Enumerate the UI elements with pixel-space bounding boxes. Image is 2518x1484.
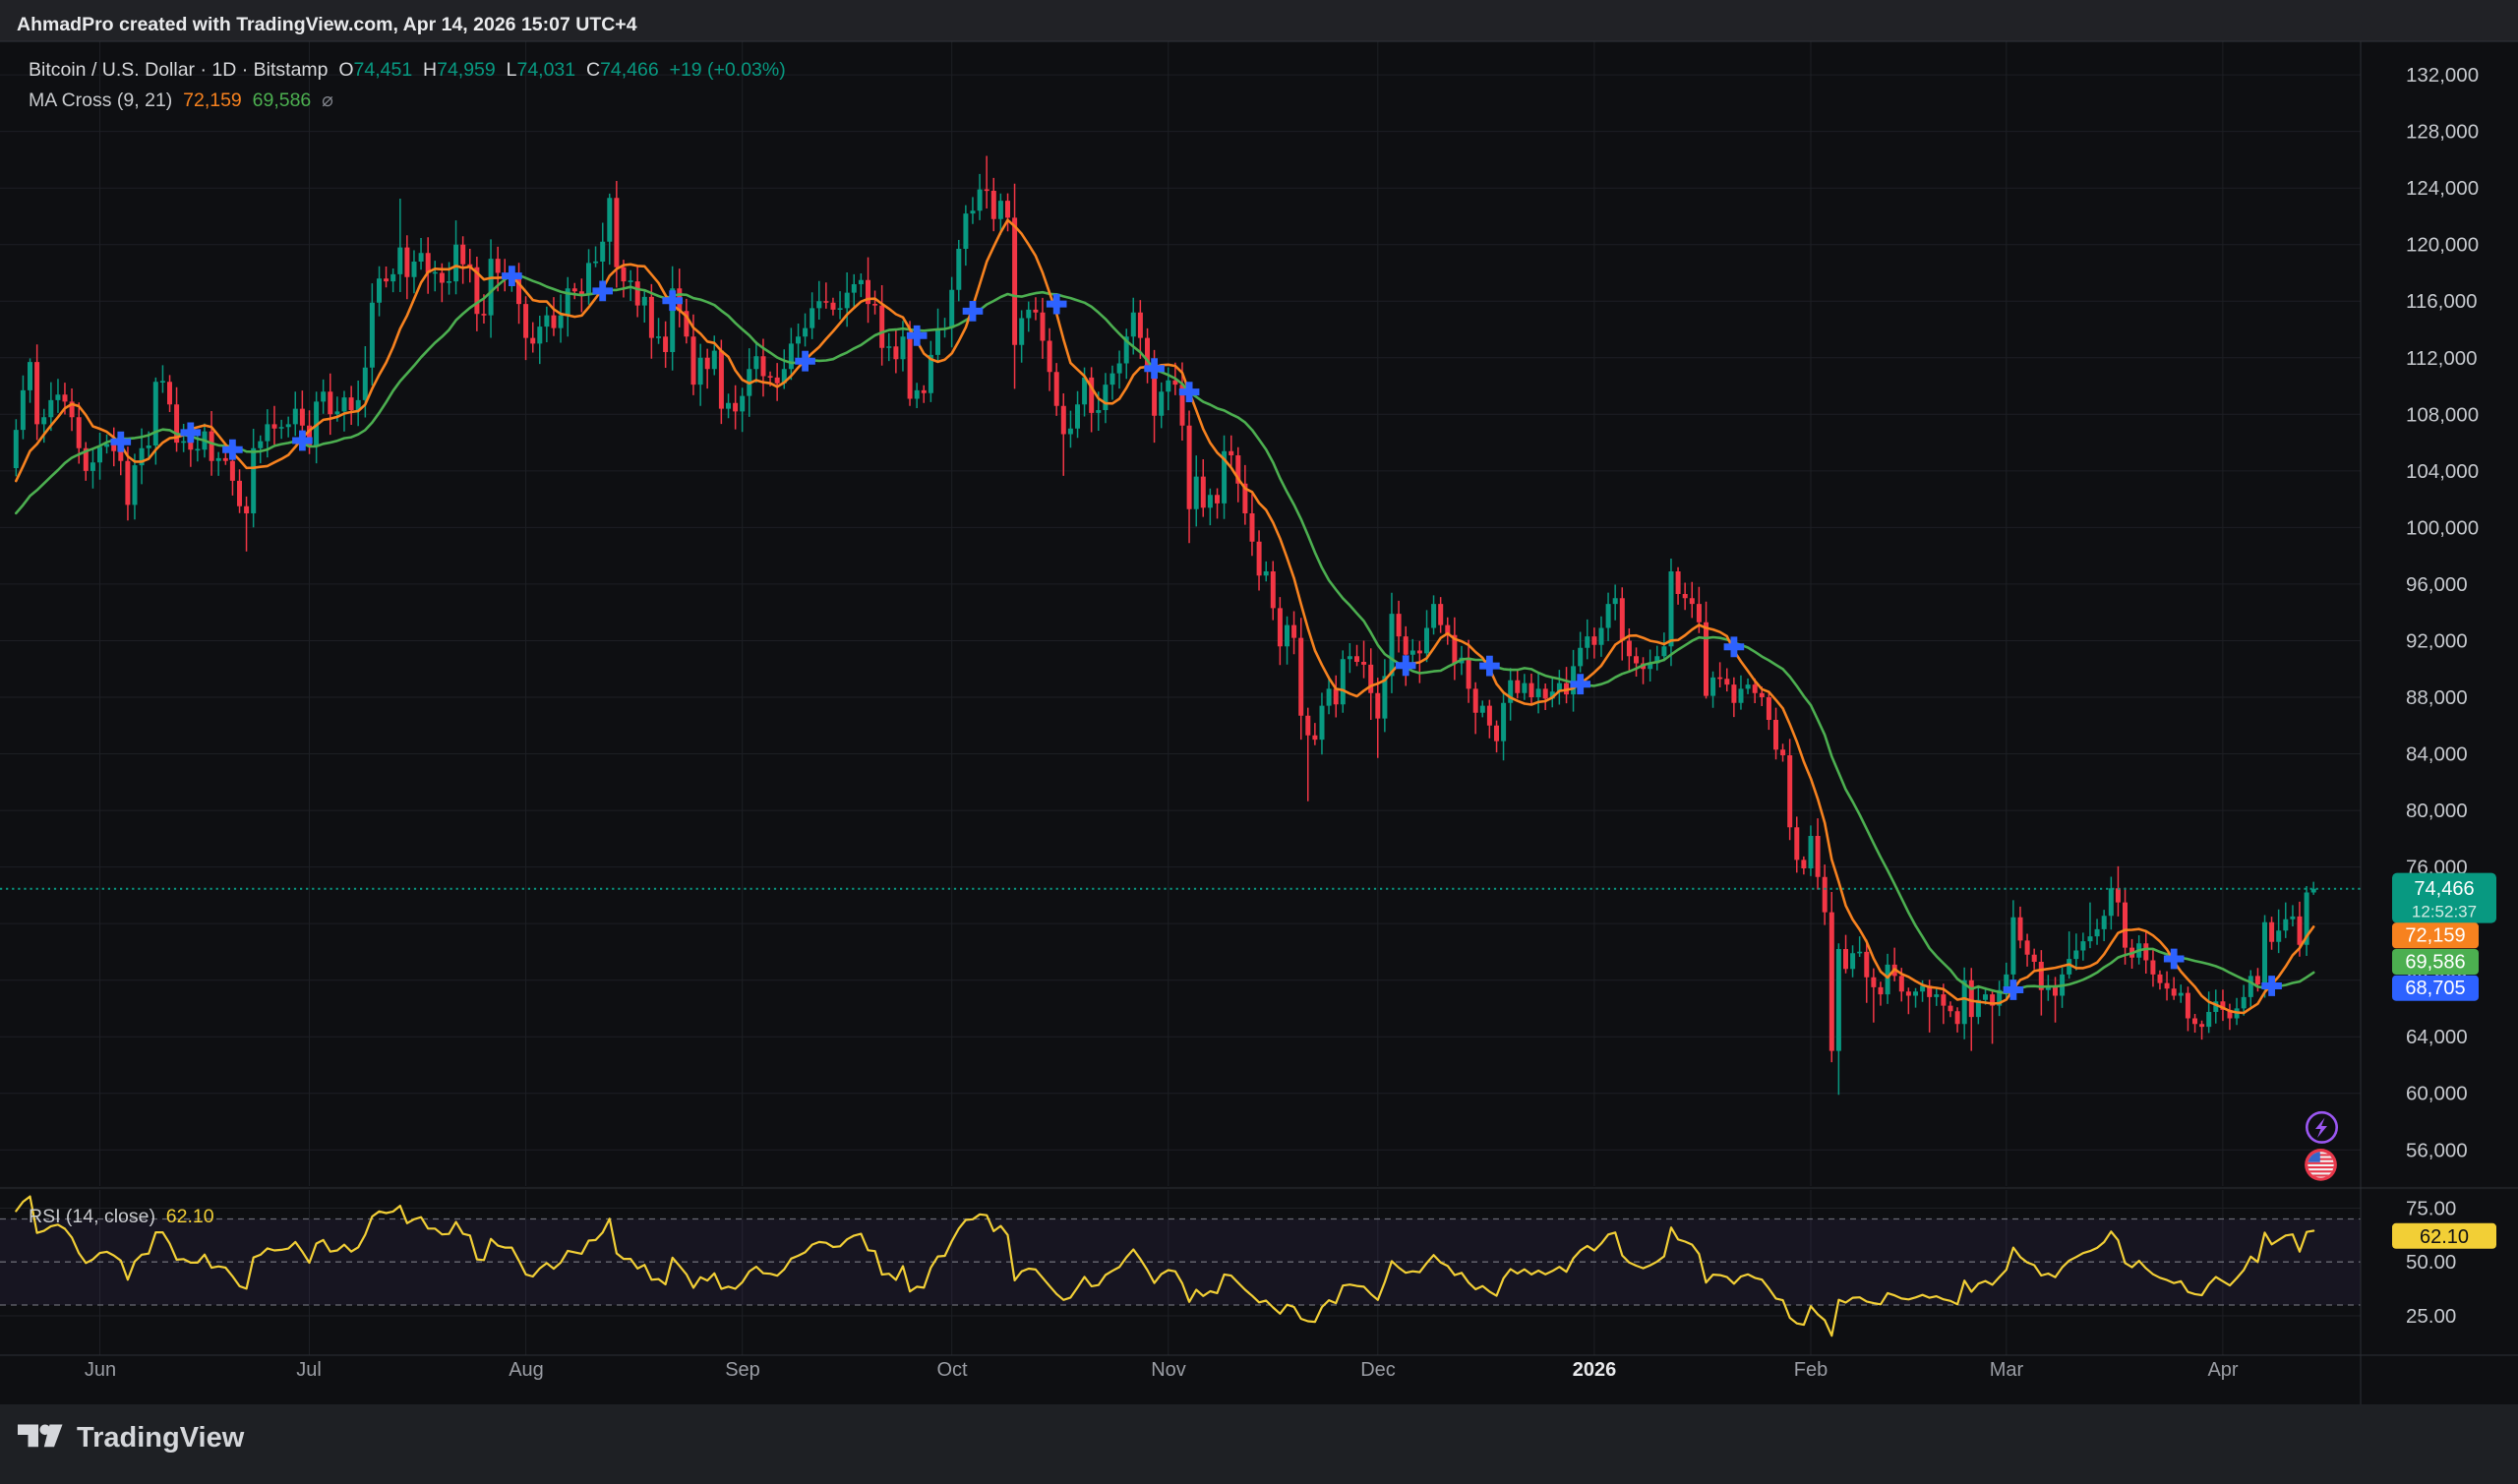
svg-text:Oct: Oct: [936, 1359, 968, 1381]
svg-text:Bitcoin / U.S. Dollar · 1D · B: Bitcoin / U.S. Dollar · 1D · Bitstamp O7…: [29, 59, 786, 81]
svg-text:64,000: 64,000: [2406, 1026, 2468, 1048]
svg-text:69,586: 69,586: [2405, 951, 2465, 973]
svg-text:100,000: 100,000: [2406, 516, 2479, 539]
svg-text:75.00: 75.00: [2406, 1198, 2456, 1220]
svg-text:Jun: Jun: [85, 1359, 116, 1381]
svg-text:RSI (14, close) 62.10: RSI (14, close) 62.10: [29, 1206, 214, 1227]
svg-text:108,000: 108,000: [2406, 403, 2479, 426]
svg-text:Mar: Mar: [1990, 1359, 2024, 1381]
svg-text:Jul: Jul: [296, 1359, 322, 1381]
svg-text:116,000: 116,000: [2406, 290, 2478, 313]
svg-text:56,000: 56,000: [2406, 1139, 2468, 1161]
svg-text:124,000: 124,000: [2406, 177, 2479, 200]
svg-text:92,000: 92,000: [2406, 630, 2468, 653]
svg-text:25.00: 25.00: [2406, 1305, 2456, 1328]
svg-text:112,000: 112,000: [2406, 347, 2478, 370]
svg-text:72,159: 72,159: [2405, 925, 2465, 947]
svg-text:Feb: Feb: [1794, 1359, 1828, 1381]
svg-text:60,000: 60,000: [2406, 1083, 2468, 1105]
svg-text:AhmadPro created with TradingV: AhmadPro created with TradingView.com, A…: [17, 14, 637, 35]
svg-text:Dec: Dec: [1360, 1359, 1396, 1381]
svg-text:104,000: 104,000: [2406, 460, 2479, 483]
svg-text:MA Cross (9, 21) 72,159 69,5: MA Cross (9, 21) 72,159 69,586 ⌀: [29, 89, 333, 111]
svg-text:Nov: Nov: [1151, 1359, 1186, 1381]
svg-text:84,000: 84,000: [2406, 743, 2468, 766]
svg-text:TradingView: TradingView: [77, 1422, 245, 1454]
svg-text:132,000: 132,000: [2406, 64, 2479, 87]
svg-text:2026: 2026: [1573, 1359, 1617, 1381]
svg-text:74,466: 74,466: [2414, 878, 2474, 900]
svg-text:12:52:37: 12:52:37: [2412, 903, 2477, 921]
svg-text:Apr: Apr: [2207, 1359, 2238, 1381]
svg-text:Aug: Aug: [509, 1359, 544, 1381]
svg-text:68,705: 68,705: [2405, 978, 2465, 999]
svg-text:62.10: 62.10: [2420, 1226, 2469, 1248]
svg-text:96,000: 96,000: [2406, 573, 2468, 596]
svg-text:50.00: 50.00: [2406, 1251, 2456, 1274]
svg-text:80,000: 80,000: [2406, 800, 2468, 822]
svg-text:88,000: 88,000: [2406, 686, 2468, 709]
svg-text:120,000: 120,000: [2406, 234, 2479, 257]
svg-text:128,000: 128,000: [2406, 121, 2479, 144]
svg-text:Sep: Sep: [725, 1359, 760, 1381]
